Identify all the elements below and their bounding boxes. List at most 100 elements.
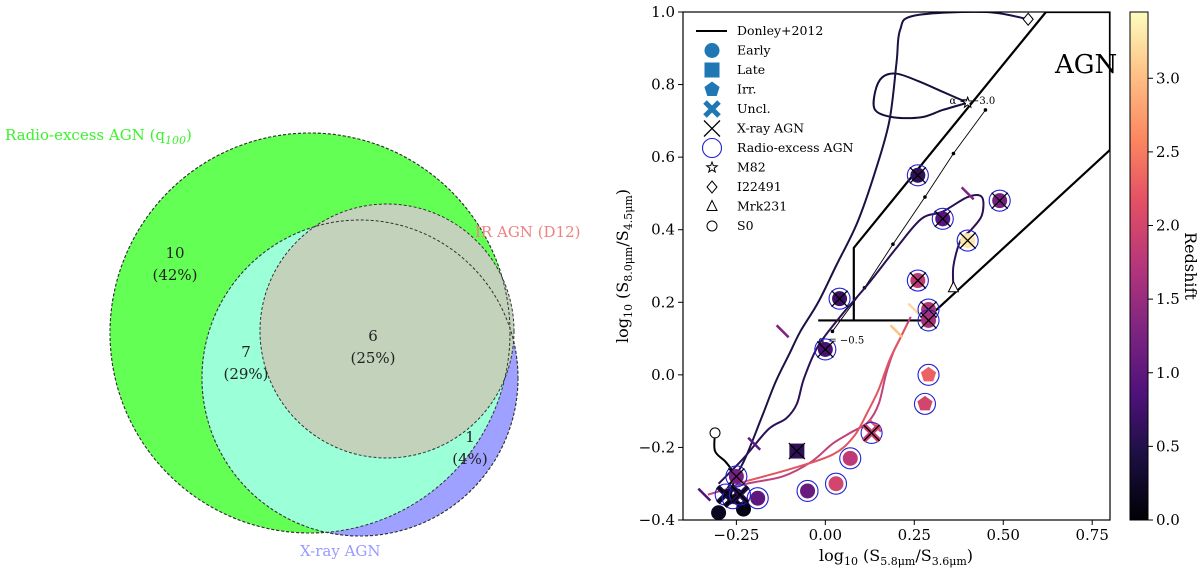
radio-ring	[956, 229, 979, 252]
template-marker-s0	[709, 427, 721, 439]
x-tick-label: −0.25	[713, 526, 759, 544]
radio-ring	[860, 421, 883, 444]
legend-square-icon	[704, 62, 720, 78]
venn-circle-ir	[259, 203, 515, 459]
legend-diamond-icon	[706, 180, 718, 194]
colorbar-tick-label: 1.0	[1156, 364, 1180, 382]
venn-label-xray: X-ray AGN	[300, 542, 381, 560]
plot-area: α = −0.5α = −3.0	[697, 12, 1110, 520]
data-point	[839, 447, 862, 470]
radio-ring	[725, 465, 748, 488]
legend-x-filled-icon	[703, 100, 721, 118]
radio-ring	[917, 309, 940, 332]
xray-cross	[831, 290, 849, 308]
x-tick-label: 0.50	[987, 526, 1020, 544]
y-axis-label: log10 (S8.0μm/S4.5μm)	[613, 189, 635, 343]
template-track-0	[872, 72, 969, 120]
track-tick-0	[775, 324, 790, 339]
legend-entry: Irr.	[704, 81, 757, 97]
template-track-2	[717, 194, 985, 485]
colorbar-tick-label: 2.0	[1156, 217, 1180, 235]
legend-label: X-ray AGN	[737, 121, 804, 136]
y-tick-label: 0.6	[651, 148, 675, 166]
xray-cross	[934, 210, 952, 228]
xray-cross	[788, 442, 806, 460]
y-tick-label: 0.0	[651, 366, 675, 384]
radio-ring	[746, 487, 769, 510]
y-tick-label: 0.4	[651, 221, 675, 239]
radio-ring	[796, 479, 819, 503]
y-tick-label: 0.8	[651, 76, 675, 94]
marker-early	[711, 505, 727, 520]
scatter-plot: α = −0.5α = −3.0 −0.250.000.250.500.75−0…	[613, 3, 1200, 568]
data-point	[824, 472, 848, 495]
radio-ring	[814, 338, 837, 361]
template-track-4	[707, 316, 912, 496]
legend-star-icon	[705, 160, 719, 174]
template-track-5	[736, 323, 909, 485]
marker-early	[750, 490, 766, 506]
radio-ring	[913, 392, 937, 415]
colorbar	[1129, 11, 1149, 521]
data-point	[788, 442, 806, 460]
legend-entry: X-ray AGN	[703, 120, 804, 137]
legend-label: I22491	[737, 179, 782, 194]
data-point	[956, 229, 979, 252]
track-tick-4	[889, 324, 904, 339]
marker-irr	[920, 366, 937, 382]
radio-ring	[917, 363, 940, 386]
venn-pct-all: (25%)	[350, 349, 395, 367]
radio-ring	[839, 447, 862, 470]
venn-label-ir: IR AGN (D12)	[475, 223, 581, 241]
template-track-1	[724, 12, 1029, 492]
marker-early	[842, 450, 858, 466]
radio-ring	[988, 189, 1011, 212]
radio-ring	[906, 164, 929, 187]
radio-ring	[828, 287, 851, 310]
track-tick-3	[868, 418, 883, 433]
template-marker-m82	[961, 95, 975, 109]
legend-entry: M82	[705, 160, 766, 175]
colorbar-tick-label: 1.5	[1156, 290, 1180, 308]
data-point	[906, 269, 929, 292]
legend-entry: Radio-excess AGN	[701, 137, 854, 159]
legend-label: Early	[737, 43, 772, 58]
alpha-label-start: α = −0.5	[818, 335, 864, 346]
xray-cross	[727, 467, 745, 485]
data-point	[746, 487, 769, 510]
legend-entry: Uncl.	[703, 100, 771, 118]
marker-irr	[917, 395, 933, 411]
marker-early	[800, 483, 816, 499]
xray-cross	[863, 424, 881, 442]
template-marker-mrk231	[947, 280, 960, 293]
region-label-agn: AGN	[1054, 50, 1117, 80]
legend-label: Uncl.	[737, 101, 771, 116]
y-tick-label: 0.2	[651, 293, 675, 311]
xray-cross	[959, 232, 977, 250]
legend-x-icon	[703, 120, 721, 137]
radio-ring	[931, 207, 954, 230]
track-tick-6	[960, 186, 975, 201]
xray-cross	[731, 486, 749, 504]
xray-cross	[920, 311, 937, 329]
track-tick-2	[697, 487, 712, 502]
colorbar-label: Redshift	[1181, 232, 1200, 300]
legend-circle-open-icon	[706, 220, 718, 232]
venn-pct-radio-only: (42%)	[152, 266, 197, 284]
data-point	[814, 338, 837, 361]
x-axis-label: log10 (S5.8μm/S3.6μm)	[819, 546, 973, 568]
legend-pentagon-icon	[704, 81, 720, 96]
alpha-dot-5	[983, 108, 988, 112]
radio-ring	[824, 472, 848, 495]
data-point	[917, 363, 940, 386]
colorbar-tick-label: 2.5	[1156, 143, 1180, 161]
template-marker-i22491	[1022, 12, 1034, 27]
colorbar-tick-label: 3.0	[1156, 69, 1180, 87]
data-point	[906, 164, 929, 187]
legend-entry: S0	[706, 218, 754, 233]
legend: Donley+2012 Early Late Irr. Uncl. X-ray AGN Ra…	[696, 23, 854, 233]
venn-diagram: Radio-excess AGN (q100) IR AGN (D12) X-r…	[5, 126, 581, 560]
legend-entry: Donley+2012	[696, 23, 823, 38]
radio-ring	[728, 483, 751, 506]
alpha-dot-3	[923, 195, 927, 199]
